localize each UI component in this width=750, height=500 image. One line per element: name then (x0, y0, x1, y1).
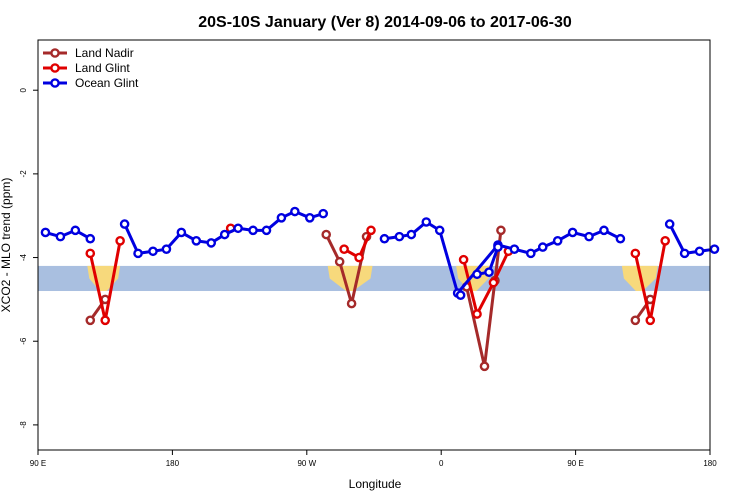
data-point (290, 206, 300, 217)
land-ocean-band (38, 265, 710, 292)
series-land-glint (85, 223, 671, 326)
data-point (248, 225, 258, 236)
data-point (115, 236, 125, 246)
data-point (346, 298, 357, 309)
series-ocean-glint (40, 206, 720, 301)
data-point (584, 231, 594, 242)
data-point (161, 244, 172, 254)
data-point (176, 227, 187, 238)
y-axis-label: XCO2 - MLO trend (ppm) (0, 178, 13, 313)
data-point (85, 315, 96, 326)
land-region (327, 265, 373, 292)
data-point (261, 225, 272, 236)
data-point (148, 246, 158, 257)
series-layer (40, 206, 720, 372)
x-tick-label: 0 (439, 459, 444, 468)
data-point (660, 236, 671, 246)
series-line (324, 233, 368, 306)
data-point (394, 231, 405, 242)
series-line (668, 223, 715, 255)
data-point (354, 252, 364, 263)
chart-title: 20S-10S January (Ver 8) 2014-09-06 to 20… (198, 14, 572, 31)
x-tick-label: 90 W (297, 459, 316, 468)
data-point (55, 231, 66, 242)
data-point (567, 227, 578, 238)
x-axis-label: Longitude (349, 477, 402, 491)
y-tick-label: -8 (19, 421, 28, 429)
y-tick-label: -2 (19, 170, 28, 178)
data-point (615, 233, 626, 244)
x-tick-label: 90 E (30, 459, 46, 468)
y-tick-label: -4 (19, 253, 28, 261)
data-point (40, 227, 51, 238)
data-point (472, 309, 482, 319)
data-point (488, 277, 499, 288)
data-point (493, 242, 503, 252)
x-axis: 90 E 180 90 W 0 90 E 180 (30, 450, 717, 468)
data-point (496, 225, 506, 236)
data-point (679, 248, 690, 259)
data-point (85, 233, 96, 244)
data-point (552, 236, 563, 246)
data-point (133, 248, 143, 259)
y-tick-label: 0 (19, 87, 28, 92)
data-point (526, 248, 536, 259)
data-point (599, 225, 609, 236)
series-line (462, 250, 510, 316)
data-point (630, 315, 641, 326)
data-point (276, 213, 287, 223)
data-point (472, 269, 482, 280)
y-axis: 0 -2 -4 -6 -8 (19, 87, 38, 428)
data-point (694, 246, 705, 257)
data-point (206, 238, 217, 248)
data-point (70, 225, 81, 236)
data-point (233, 223, 243, 234)
x-tick-label: 90 E (567, 459, 583, 468)
data-point (421, 217, 432, 227)
ocean-band (38, 265, 710, 292)
series-line (465, 230, 503, 368)
x-tick-label: 180 (166, 459, 180, 468)
data-point (321, 229, 332, 240)
data-point (191, 236, 202, 246)
data-point (304, 213, 315, 223)
series-land-nadir (85, 225, 656, 372)
data-point (100, 315, 110, 326)
data-point (85, 248, 96, 259)
x-tick-label: 180 (703, 459, 717, 468)
legend-swatch-marker (50, 63, 60, 73)
data-point (455, 290, 466, 301)
data-point (219, 229, 230, 240)
legend-label: Ocean Glint (75, 76, 139, 90)
y-tick-label: -6 (19, 337, 28, 345)
plot-frame (37, 39, 711, 451)
data-point (434, 225, 445, 236)
legend-swatch-marker (50, 78, 60, 88)
legend-label: Land Nadir (75, 46, 134, 60)
data-point (509, 244, 520, 254)
data-point (709, 244, 720, 254)
data-point (479, 361, 490, 372)
data-point (484, 267, 494, 277)
data-point (334, 256, 345, 267)
data-point (406, 229, 417, 240)
data-point (119, 219, 130, 229)
data-point (318, 208, 329, 219)
data-point (339, 244, 349, 254)
data-point (366, 225, 376, 236)
legend-swatch-marker (50, 48, 60, 58)
data-point (645, 315, 656, 326)
data-point (664, 219, 675, 229)
data-point (379, 233, 390, 244)
legend-label: Land Glint (75, 61, 130, 75)
data-point (630, 248, 641, 259)
data-point (458, 254, 469, 265)
series-line (45, 228, 91, 241)
data-point (537, 242, 548, 252)
